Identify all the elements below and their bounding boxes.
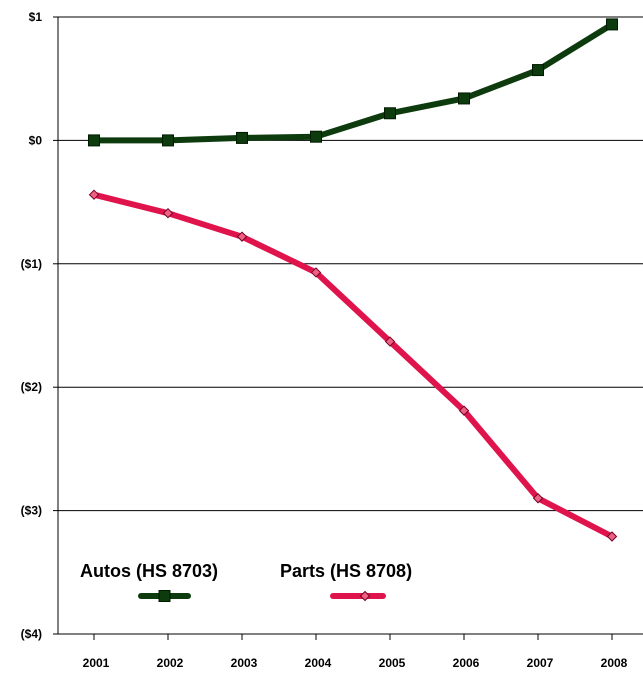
y-tick-label: ($1) [21, 257, 42, 271]
autos-data-point [532, 64, 544, 77]
series-line-1 [91, 21, 615, 144]
autos-data-point [88, 134, 100, 147]
autos-data-point [236, 131, 248, 144]
parts-data-point [310, 267, 322, 278]
x-tick-label: 2007 [527, 656, 554, 670]
x-tick-label: 2001 [83, 656, 110, 670]
y-axis-tick-labels: $1 $0 ($1) ($2) ($3) ($4) [21, 10, 43, 641]
legend-label-1: Autos (HS 8703) [80, 561, 218, 581]
legend: Autos (HS 8703) Parts (HS 8708) [80, 561, 412, 602]
parts-data-point [384, 336, 396, 347]
legend-square-marker [158, 590, 171, 602]
autos-data-point [310, 130, 322, 143]
gridlines [58, 16, 643, 512]
series-lines [91, 21, 615, 540]
parts-data-point [88, 189, 100, 200]
axes [53, 16, 643, 640]
series-markers [88, 18, 618, 542]
y-tick-label: ($3) [21, 504, 42, 518]
parts-data-point [532, 493, 544, 504]
x-tick-label: 2002 [157, 656, 184, 670]
parts-data-point [606, 531, 618, 542]
parts-data-point [162, 207, 174, 219]
autos-data-point [384, 107, 396, 120]
series-line-2 [91, 191, 615, 540]
x-tick-label: 2004 [305, 656, 332, 670]
y-tick-label: ($2) [21, 380, 42, 394]
x-tick-label: 2003 [231, 656, 258, 670]
autos-data-point [458, 92, 470, 105]
x-tick-label: 2006 [453, 656, 480, 670]
legend-label-2: Parts (HS 8708) [280, 561, 412, 581]
y-tick-label: ($4) [21, 627, 42, 641]
parts-data-point [236, 231, 248, 242]
y-tick-label: $1 [29, 10, 43, 24]
x-axis-tick-labels: 2001 2002 2003 2004 2005 2006 2007 2008 [83, 656, 628, 670]
autos-data-point [606, 18, 618, 31]
parts-data-point [458, 405, 470, 416]
x-tick-label: 2008 [601, 656, 628, 670]
x-tick-label: 2005 [379, 656, 406, 670]
y-tick-label: $0 [29, 133, 43, 147]
autos-data-point [162, 134, 174, 147]
legend-diamond-marker [359, 590, 371, 602]
